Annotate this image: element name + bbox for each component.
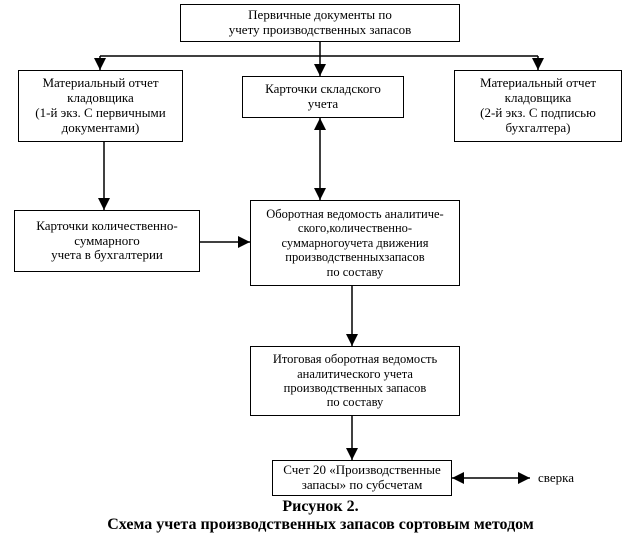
label-sverka: сверка	[538, 470, 574, 486]
node-n7: Итоговая оборотная ведомостьаналитическо…	[250, 346, 460, 416]
node-n3: Карточки складскогоучета	[242, 76, 404, 118]
node-n5: Карточки количественно-суммарногоучета в…	[14, 210, 200, 272]
figure-caption: Рисунок 2. Схема учета производственных …	[0, 498, 641, 534]
caption-line2: Схема учета производственных запасов сор…	[0, 516, 641, 534]
node-n1: Первичные документы поучету производстве…	[180, 4, 460, 42]
node-n8: Счет 20 «Производственныезапасы» по субс…	[272, 460, 452, 496]
caption-line1: Рисунок 2.	[0, 498, 641, 516]
node-n2: Материальный отчеткладовщика(1-й экз. С …	[18, 70, 183, 142]
node-n6: Оборотная ведомость аналитиче-ского,коли…	[250, 200, 460, 286]
node-n4: Материальный отчеткладовщика(2-й экз. С …	[454, 70, 622, 142]
